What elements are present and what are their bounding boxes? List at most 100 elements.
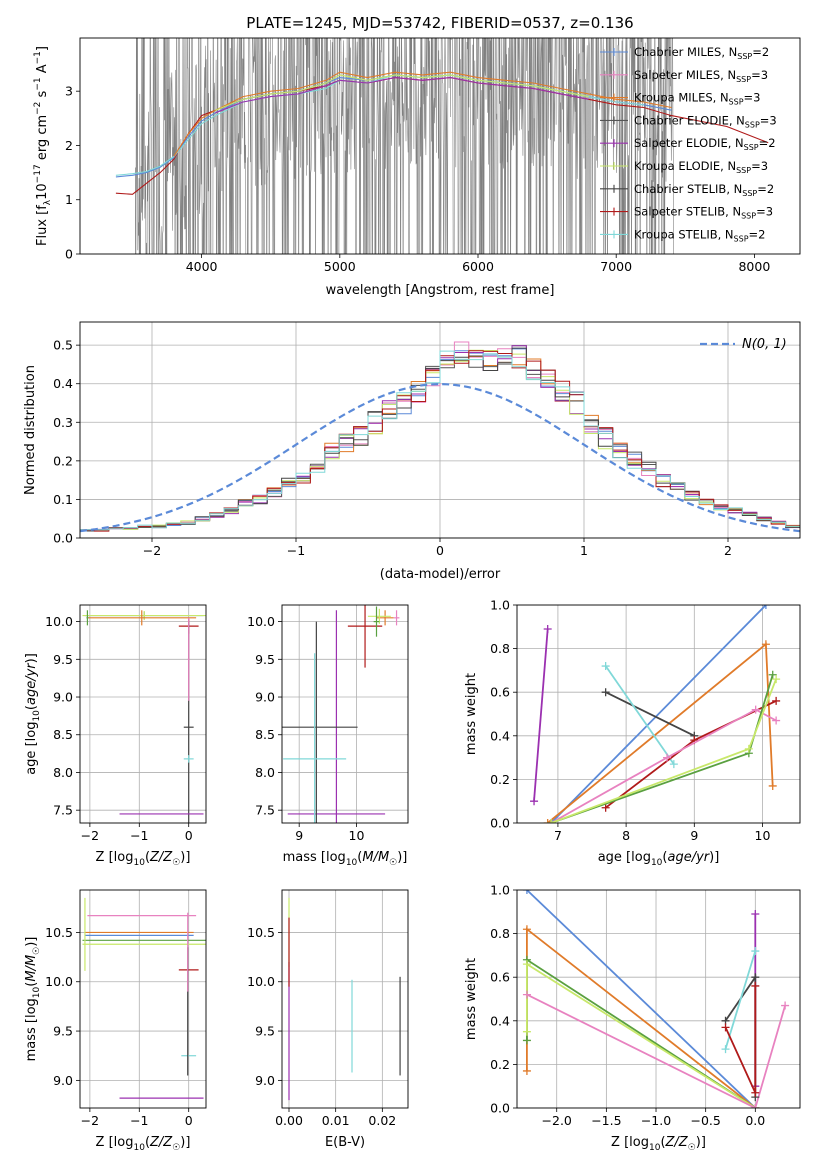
weight_vs_age-marker bbox=[601, 688, 610, 697]
age_vs_mass-errorbar-6 bbox=[393, 610, 400, 626]
residuals-xtick-label: −1 bbox=[287, 543, 305, 558]
weight_vs_Z-ytick-label: 0.6 bbox=[490, 970, 510, 985]
mass_vs_ebv-ytick-label: 10.5 bbox=[247, 925, 275, 940]
weight_vs_age-marker bbox=[543, 819, 552, 823]
mass_vs_ebv-ytick-label: 9.0 bbox=[255, 1073, 275, 1088]
axes-frame bbox=[516, 889, 801, 1109]
age_vs_Z-xtick-label: −1 bbox=[130, 828, 148, 843]
age_vs_Z-ytick-label: 10.0 bbox=[45, 614, 73, 629]
age_vs_Z-errorbar-8 bbox=[86, 610, 89, 626]
spectrum-ytick-label: 0 bbox=[65, 247, 73, 262]
age_vs_mass-errorbar-1 bbox=[282, 621, 358, 823]
age_vs_Z-plot-area bbox=[80, 605, 206, 823]
weight_vs_age-marker bbox=[761, 605, 770, 609]
weight_vs_Z-axes: −2.0 −1.5 −1.0 −0.5 0.0 0.0 0.2 0.4 0.6 0.8 1.0 Z [… bbox=[464, 883, 801, 1153]
mass_vs_Z-plot-area bbox=[80, 890, 206, 1108]
weight_vs_Z-ytick-label: 0.8 bbox=[490, 926, 510, 941]
residuals-plot-area bbox=[80, 322, 800, 538]
spectrum-xtick-label: 7000 bbox=[600, 259, 632, 274]
weight_vs_age-axes: 7 8 9 10 0.0 0.2 0.4 0.6 0.8 1.0 age [log10(age/yr… bbox=[464, 598, 801, 868]
residual-histogram-8 bbox=[80, 350, 800, 531]
weight_vs_age-series-0 bbox=[550, 605, 767, 823]
age_vs_Z-ytick-label: 7.5 bbox=[53, 803, 73, 818]
mass_vs_Z-xtick-label: 0 bbox=[185, 1113, 193, 1128]
mass_vs_Z-xlabel: Z [log10(Z/Z☉)] bbox=[96, 1135, 191, 1153]
weight_vs_age-marker bbox=[772, 675, 781, 684]
residuals-ytick-label: 0.4 bbox=[53, 376, 73, 391]
weight_vs_age-marker bbox=[601, 803, 610, 812]
mass_vs_ebv-xtick-label: 0.01 bbox=[322, 1113, 350, 1128]
mass_vs_Z-xtick-label: −1 bbox=[130, 1113, 148, 1128]
age_vs_Z-errorbar-7 bbox=[187, 617, 190, 701]
weight_vs_age-marker bbox=[761, 640, 770, 649]
weight_vs_Z-marker bbox=[751, 973, 760, 982]
weight_vs_Z-xtick-label: −1.0 bbox=[641, 1113, 671, 1128]
age_vs_mass-ytick-label: 9.5 bbox=[255, 652, 275, 667]
age_vs_Z-errorbar-1 bbox=[82, 611, 206, 621]
weight_vs_age-ytick-label: 0.4 bbox=[490, 728, 510, 743]
age_vs_Z-errorbar-5 bbox=[183, 755, 194, 763]
weight_vs_age-ytick-label: 1.0 bbox=[490, 598, 510, 613]
age_vs_mass-errorbar-2 bbox=[283, 653, 347, 823]
model-spectrum-line-4 bbox=[215, 77, 589, 114]
weight_vs_Z-xtick-label: −2.0 bbox=[542, 1113, 572, 1128]
residuals-ytick-label: 0.0 bbox=[53, 531, 73, 546]
age_vs_Z-ylabel: age [log10(age/yr)] bbox=[24, 653, 42, 775]
weight_vs_age-marker bbox=[772, 696, 781, 705]
age_vs_Z-ytick-label: 9.0 bbox=[53, 690, 73, 705]
weight_vs_age-marker bbox=[768, 781, 777, 790]
weight_vs_age-series-4 bbox=[604, 665, 675, 765]
weight_vs_age-marker bbox=[768, 670, 777, 679]
weight_vs_Z-series-7 bbox=[724, 950, 757, 1050]
age_vs_mass-ytick-label: 10.0 bbox=[247, 614, 275, 629]
legend-label-1: Salpeter MILES, NSSP=3 bbox=[634, 68, 768, 84]
mass_vs_Z-ytick-label: 9.5 bbox=[53, 1024, 73, 1039]
weight_vs_Z-marker bbox=[522, 890, 531, 894]
weight_vs_age-marker bbox=[601, 662, 610, 671]
axes-frame bbox=[79, 889, 207, 1109]
weight_vs_Z-xtick-label: −0.5 bbox=[690, 1113, 720, 1128]
age_vs_mass-ytick-label: 8.5 bbox=[255, 727, 275, 742]
weight_vs_Z-series-0 bbox=[526, 890, 756, 1108]
weight_vs_age-ytick-label: 0.2 bbox=[490, 772, 510, 787]
residuals-ytick-label: 0.3 bbox=[53, 415, 73, 430]
weight_vs_age-ylabel: mass weight bbox=[464, 673, 479, 755]
weight_vs_age-xtick-label: 7 bbox=[554, 828, 562, 843]
legend-label-3: Chabrier ELODIE, NSSP=3 bbox=[634, 113, 777, 129]
age_vs_Z-ytick-label: 9.5 bbox=[53, 652, 73, 667]
axes-frame bbox=[281, 604, 409, 824]
age_vs_Z-xtick-label: 0 bbox=[185, 828, 193, 843]
spectrum-ytick-label: 1 bbox=[65, 192, 73, 207]
residuals-ytick-label: 0.2 bbox=[53, 453, 73, 468]
legend-label-4: Salpeter ELODIE, NSSP=2 bbox=[634, 136, 776, 152]
spectrum-xtick-label: 8000 bbox=[738, 259, 770, 274]
legend-label-5: Kroupa ELODIE, NSSP=3 bbox=[634, 159, 768, 175]
weight_vs_Z-marker bbox=[522, 960, 531, 969]
weight_vs_Z-ylabel: mass weight bbox=[464, 958, 479, 1040]
mass_vs_ebv-axes: 0.00 0.01 0.02 9.0 9.5 10.0 10.5 E(B-V) bbox=[247, 889, 409, 1150]
age_vs_mass-errorbar-7 bbox=[373, 606, 380, 637]
weight_vs_Z-ytick-label: 0.2 bbox=[490, 1057, 510, 1072]
axes-frame bbox=[79, 37, 801, 255]
mass_vs_Z-ytick-label: 9.0 bbox=[53, 1073, 73, 1088]
spectrum-axes: 4000 5000 6000 7000 8000 0 1 2 3 wavelength [Angs… bbox=[33, 37, 801, 298]
age_vs_Z-ytick-label: 8.0 bbox=[53, 765, 73, 780]
age_vs_Z-xtick-label: −2 bbox=[81, 828, 99, 843]
legend-label-0: Chabrier MILES, NSSP=2 bbox=[634, 45, 769, 61]
model-spectrum-line-5 bbox=[215, 74, 589, 111]
weight_vs_Z-marker bbox=[781, 1001, 790, 1010]
weight_vs_age-marker bbox=[669, 760, 678, 769]
legend-label-7: Salpeter STELIB, NSSP=3 bbox=[634, 205, 773, 221]
spectrum-ylabel: Flux [fλ10−17 erg cm−2 s−1 A−1] bbox=[33, 46, 53, 246]
residuals-ylabel: Normed distribution bbox=[23, 365, 38, 495]
weight_vs_age-xtick-label: 9 bbox=[690, 828, 698, 843]
mass_vs_ebv-xtick-label: 0.00 bbox=[275, 1113, 303, 1128]
weight_vs_Z-marker bbox=[721, 1045, 730, 1054]
weight_vs_Z-marker bbox=[751, 947, 760, 956]
weight_vs_age-marker bbox=[663, 753, 672, 762]
mass_vs_Z-axes: −2 −1 0 9.0 9.5 10.0 10.5 Z [log10(Z/Z☉)] mass [… bbox=[24, 889, 207, 1153]
residuals-xtick-label: −2 bbox=[143, 543, 161, 558]
spectrum-ytick-label: 2 bbox=[65, 138, 73, 153]
weight_vs_Z-marker bbox=[721, 1023, 730, 1032]
weight_vs_age-marker bbox=[772, 716, 781, 725]
